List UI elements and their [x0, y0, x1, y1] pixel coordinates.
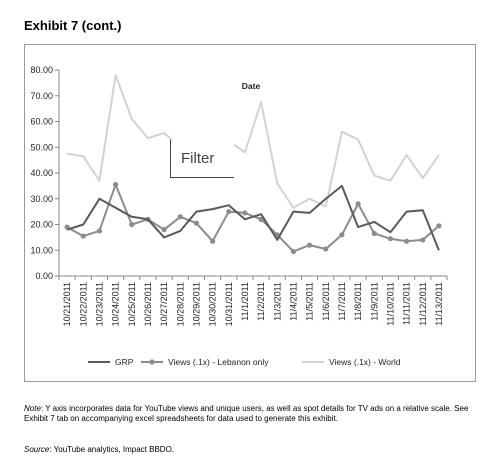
x-tick-label: 10/22/2011 [78, 282, 88, 326]
y-tick-label: 40.00 [30, 168, 53, 178]
x-tick-label: 10/21/2011 [62, 282, 72, 326]
data-point [339, 232, 345, 238]
x-tick-label: 10/23/2011 [94, 282, 104, 326]
x-tick-label: 11/1/2011 [240, 282, 250, 321]
y-tick-label: 50.00 [30, 142, 53, 152]
footnote: Note: Y axis incorporates data for YouTu… [24, 404, 479, 424]
x-tick-label: 11/9/2011 [369, 282, 379, 321]
source-line: Source: YouTube analytics, Impact BBDO. [24, 445, 174, 454]
x-tick-label: 10/26/2011 [143, 282, 153, 326]
data-point [129, 221, 135, 228]
y-tick-label: 60.00 [30, 117, 53, 127]
data-point [323, 246, 329, 252]
x-tick-label: 11/2/2011 [256, 282, 266, 321]
x-tick-label: 11/13/2011 [434, 282, 444, 326]
note-text: : Y axis incorporates data for YouTube v… [24, 404, 469, 423]
chart-frame [24, 44, 476, 382]
y-tick-label: 20.00 [30, 220, 53, 230]
x-tick-label: 10/27/2011 [159, 282, 169, 326]
x-tick-label: 11/7/2011 [337, 282, 347, 321]
x-tick-label: 11/5/2011 [305, 282, 315, 321]
x-tick-label: 10/31/2011 [224, 282, 234, 326]
exhibit-title: Exhibit 7 (cont.) [24, 18, 122, 33]
data-point [290, 248, 297, 255]
series-line-2 [66, 74, 440, 209]
x-tick-label: 10/24/2011 [111, 282, 121, 326]
x-tick-label: 11/11/2011 [402, 282, 412, 325]
data-point [226, 209, 232, 215]
x-tick-label: 11/6/2011 [321, 282, 331, 321]
legend-label: Views (.1x) - World [329, 357, 401, 367]
x-tick-label: 10/30/2011 [208, 282, 218, 326]
data-point [387, 236, 394, 242]
x-tick-label: 10/28/2011 [175, 282, 185, 326]
x-tick-label: 10/29/2011 [191, 282, 201, 326]
data-point [161, 227, 167, 233]
source-text: : YouTube analytics, Impact BBDO. [49, 445, 175, 454]
filter-popup[interactable] [170, 140, 234, 178]
data-point [96, 228, 103, 234]
data-point [403, 238, 410, 244]
data-point [80, 233, 86, 239]
x-tick-label: 11/3/2011 [272, 282, 282, 321]
legend-label: GRP [115, 357, 134, 367]
x-tick-label: 11/10/2011 [385, 282, 395, 326]
data-point [436, 223, 442, 229]
x-tick-label: 11/8/2011 [353, 282, 363, 321]
data-point [355, 201, 361, 207]
source-prefix: Source [24, 445, 50, 454]
data-point [306, 242, 313, 248]
y-tick-label: 80.00 [30, 65, 53, 75]
x-axis-title: Date [242, 81, 261, 91]
legend-label: Views (.1x) - Lebanon only [168, 357, 269, 367]
data-point [209, 238, 216, 244]
series-line-0 [66, 184, 440, 251]
x-tick-label: 10/25/2011 [127, 282, 137, 326]
series-line-1 [66, 183, 440, 253]
y-tick-label: 10.00 [30, 245, 53, 255]
x-tick-label: 11/12/2011 [418, 282, 428, 326]
x-tick-label: 11/4/2011 [288, 282, 298, 321]
data-point [112, 181, 119, 188]
note-prefix: Note [24, 404, 41, 413]
y-tick-label: 0.00 [35, 271, 53, 281]
y-tick-label: 70.00 [30, 91, 53, 101]
data-point [420, 237, 426, 243]
data-point [177, 214, 183, 220]
legend-marker [149, 359, 155, 365]
data-point [371, 230, 377, 237]
y-tick-label: 30.00 [30, 194, 53, 204]
data-point [242, 210, 248, 216]
filter-label[interactable]: Filter [181, 150, 215, 167]
line-chart: 0.00 10.00 20.00 30.00 40.00 50.00 60.00 70.00 8… [30, 65, 448, 367]
data-point [193, 220, 200, 226]
